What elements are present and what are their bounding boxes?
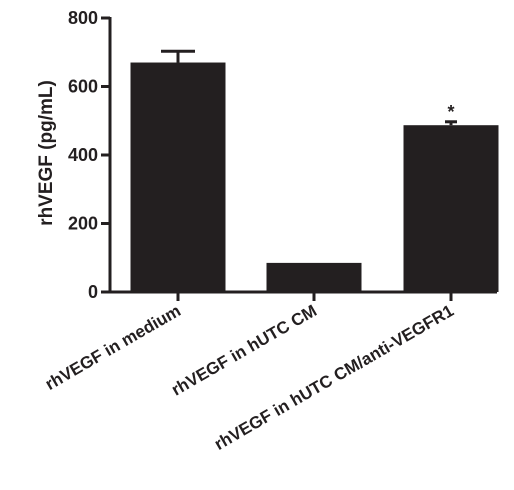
annotations: * <box>447 102 454 122</box>
bar <box>130 62 226 293</box>
x-tick-label: rhVEGF in hUTC CM <box>168 301 320 400</box>
bars <box>130 62 499 293</box>
y-tick-label: 0 <box>88 282 98 302</box>
bar <box>266 262 362 292</box>
y-tick-label: 200 <box>68 214 98 234</box>
y-axis-title: rhVEGF (pg/mL) <box>36 80 57 226</box>
bar <box>403 125 499 292</box>
x-tick-label: rhVEGF in hUTC CM/anti-VEGFR1 <box>211 301 457 454</box>
y-ticks: 0 200 400 600 800 <box>68 8 110 302</box>
y-tick-label: 400 <box>68 145 98 165</box>
error-bars <box>161 49 457 126</box>
significance-marker: * <box>447 102 454 122</box>
y-tick-label: 600 <box>68 77 98 97</box>
x-tick-label: rhVEGF in medium <box>42 301 184 394</box>
y-tick-label: 800 <box>68 8 98 28</box>
